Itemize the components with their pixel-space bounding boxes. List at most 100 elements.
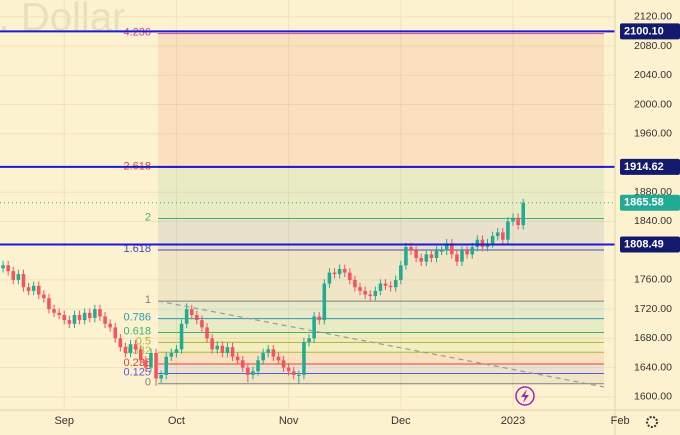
fib-label: 0.786 xyxy=(123,312,151,324)
candle-body xyxy=(98,309,102,317)
candle-body xyxy=(317,316,322,321)
fib-zone xyxy=(158,249,604,302)
candle-body xyxy=(62,314,67,321)
candle-body xyxy=(72,314,77,324)
candle-body xyxy=(47,298,51,310)
y-tick-label: 1840.00 xyxy=(634,215,672,227)
candle-body xyxy=(404,247,408,266)
candle-body xyxy=(42,294,46,299)
fib-zone xyxy=(158,318,604,333)
candle-body xyxy=(322,283,327,321)
y-tick-label: 2080.00 xyxy=(634,40,672,52)
candle-body xyxy=(266,349,271,353)
candle-body xyxy=(52,309,56,313)
candle-body xyxy=(169,352,174,357)
candle-body xyxy=(215,345,220,350)
candle-body xyxy=(373,290,378,296)
candle-body xyxy=(179,323,184,350)
last-price-label: 1865.58 xyxy=(624,197,664,209)
candle-body xyxy=(184,309,189,324)
plot-area: S. Dollar00.1250.2360.3820.50.6180.78611… xyxy=(0,0,615,410)
candle-body xyxy=(388,285,393,288)
candle-body xyxy=(475,239,480,248)
candle-body xyxy=(521,202,525,226)
candle-body xyxy=(123,347,128,353)
candle-body xyxy=(480,239,485,248)
candle-body xyxy=(511,217,515,222)
candle-body xyxy=(434,250,439,258)
candle-body xyxy=(358,287,362,291)
fib-zone xyxy=(158,33,604,168)
y-tick-label: 1960.00 xyxy=(634,128,672,140)
candle-body xyxy=(256,360,260,372)
candle-body xyxy=(312,316,316,339)
candle-body xyxy=(450,243,454,255)
candle-body xyxy=(67,320,72,324)
candle-body xyxy=(159,374,163,379)
fib-zone xyxy=(158,301,604,319)
settings-icon[interactable] xyxy=(646,416,658,428)
y-tick-label: 1680.00 xyxy=(634,332,672,344)
candle-body xyxy=(220,345,225,353)
candle-body xyxy=(240,360,245,368)
candle-body xyxy=(444,243,449,251)
candle-body xyxy=(11,271,16,280)
candle-body xyxy=(57,312,61,315)
candle-body xyxy=(36,285,41,295)
x-tick-label: Sep xyxy=(54,415,74,427)
candle-body xyxy=(332,272,337,275)
x-tick-label: 2023 xyxy=(501,415,525,427)
candle-body xyxy=(399,265,403,280)
candle-body xyxy=(271,349,276,357)
candle-body xyxy=(235,356,240,361)
candle-body xyxy=(1,265,5,269)
candle-body xyxy=(77,314,82,321)
event-bolt xyxy=(521,389,529,403)
candle-body xyxy=(439,250,444,252)
fib-label: 2 xyxy=(145,211,151,223)
fib-label: 0 xyxy=(145,377,151,389)
candle-body xyxy=(195,314,199,321)
candle-body xyxy=(251,371,255,375)
x-tick-label: Nov xyxy=(279,415,299,427)
candle-body xyxy=(189,309,194,315)
candle-body xyxy=(414,250,418,258)
candle-body xyxy=(93,309,97,318)
candle-body xyxy=(424,254,429,262)
candle-body xyxy=(286,367,291,372)
watermark: S. Dollar xyxy=(0,0,125,40)
candle-body xyxy=(154,352,158,379)
candle-body xyxy=(465,250,469,255)
candle-body xyxy=(205,327,209,339)
candle-body xyxy=(291,371,296,375)
fib-zone xyxy=(158,342,604,353)
price-label-box xyxy=(620,158,680,175)
y-tick-label: 1600.00 xyxy=(634,391,672,403)
fib-zone xyxy=(158,332,604,343)
fib-zone xyxy=(158,352,604,364)
candle-body xyxy=(128,344,133,353)
candle-body xyxy=(307,338,311,343)
candle-body xyxy=(144,360,148,368)
candle-body xyxy=(353,279,357,288)
candle-body xyxy=(108,323,112,328)
candle-body xyxy=(16,274,21,280)
price-label: 1808.49 xyxy=(624,238,664,250)
candle-body xyxy=(113,327,118,339)
event-icon[interactable] xyxy=(515,386,535,406)
candle-body xyxy=(327,272,332,284)
candle-body xyxy=(495,232,500,237)
y-tick-label: 1760.00 xyxy=(634,274,672,286)
candle-body xyxy=(281,360,286,368)
fib-label: 0.125 xyxy=(123,366,151,378)
fib-zone xyxy=(158,363,604,374)
y-tick-label: 1720.00 xyxy=(634,303,672,315)
fib-zone xyxy=(158,167,604,219)
fib-label: 1 xyxy=(145,294,151,306)
candle-body xyxy=(419,257,424,262)
candle-body xyxy=(516,217,520,226)
candle-body xyxy=(118,338,123,348)
price-label-box xyxy=(620,23,680,40)
